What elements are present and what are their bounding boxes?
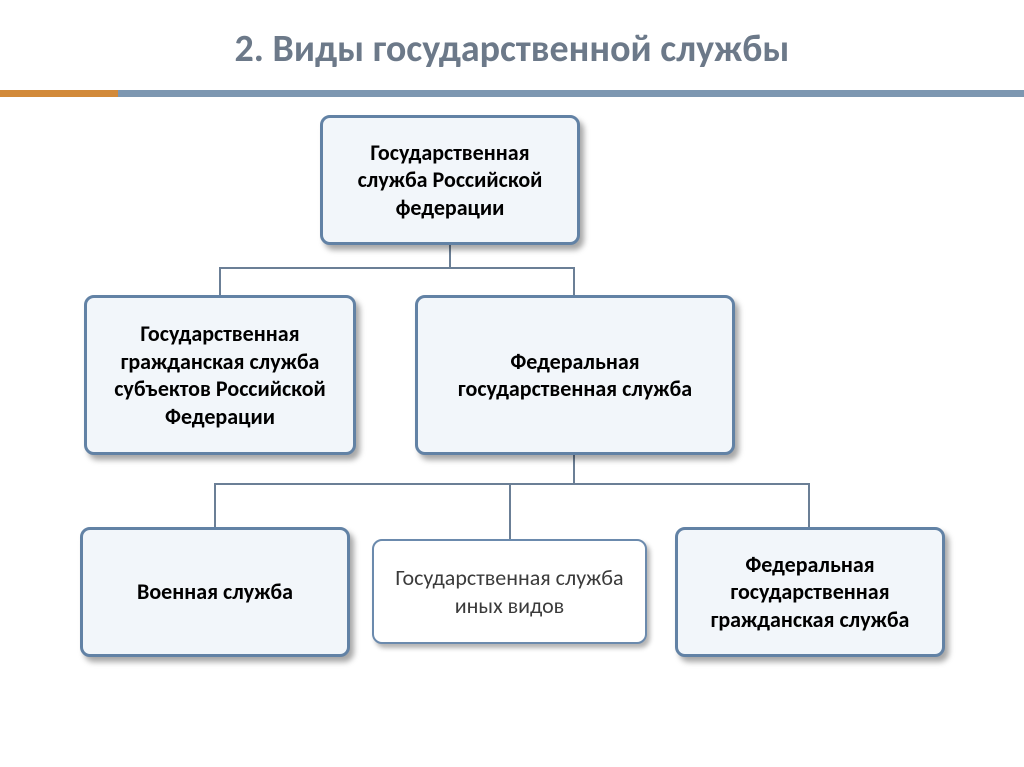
title-underline [0, 90, 1024, 97]
node-root: Государственная служба Российской федера… [320, 115, 580, 245]
underline-orange-segment [0, 90, 118, 97]
node-label: Государственная гражданская служба субъе… [101, 320, 339, 430]
node-civil: Государственная гражданская служба субъе… [84, 295, 356, 455]
org-chart: Государственная служба Российской федера… [0, 97, 1024, 737]
connector-line [509, 483, 511, 539]
node-label: Государственная служба Российской федера… [337, 139, 563, 222]
underline-blue-segment [118, 90, 1024, 97]
connector-line [573, 267, 575, 295]
connector-line [449, 245, 451, 269]
node-other: Государственная служба иных видов [372, 539, 647, 644]
connector-line [808, 483, 810, 527]
node-fedciv: Федеральная государственная гражданская … [675, 527, 945, 657]
node-federal: Федеральная государственная служба [415, 295, 735, 455]
connector-line [219, 267, 221, 295]
node-label: Федеральная государственная гражданская … [692, 551, 928, 634]
node-mil: Военная служба [80, 527, 350, 657]
connector-line [214, 483, 810, 485]
connector-line [214, 483, 216, 527]
node-label: Государственная служба иных видов [388, 564, 631, 619]
node-label: Военная служба [97, 578, 333, 606]
page-title: 2. Виды государственной службы [0, 0, 1024, 72]
node-label: Федеральная государственная служба [432, 348, 718, 403]
connector-line [573, 455, 575, 485]
connector-line [219, 267, 575, 269]
